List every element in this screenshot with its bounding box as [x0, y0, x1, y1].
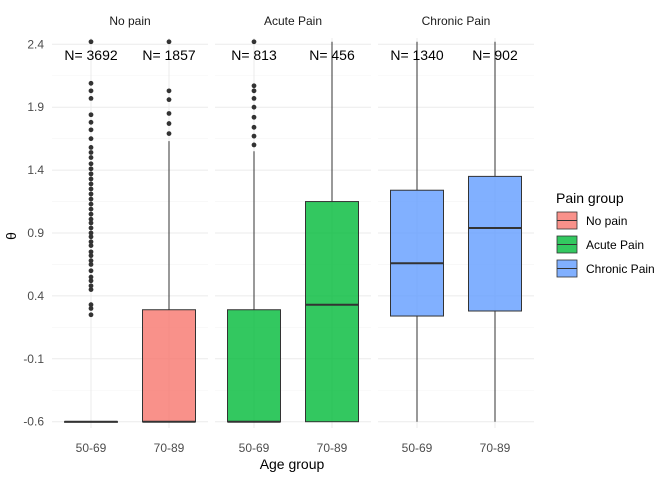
- n-count-label: N= 1857: [142, 47, 196, 63]
- legend: Pain group No pain Acute Pain Chronic Pain: [556, 190, 655, 278]
- x-axis-title: Age group: [260, 456, 325, 472]
- x-tick-label: 50-69: [402, 441, 433, 455]
- outlier-point: [88, 216, 94, 222]
- outlier-point: [88, 155, 94, 160]
- outlier-point: [166, 131, 172, 137]
- x-tick-label: 50-69: [76, 441, 107, 455]
- n-count-label: N= 902: [472, 47, 518, 63]
- legend-label: No pain: [586, 214, 627, 228]
- legend-label: Chronic Pain: [586, 262, 655, 276]
- outlier-point: [88, 95, 94, 101]
- y-tick-label: -0.6: [23, 415, 44, 429]
- outlier-point: [88, 225, 94, 231]
- x-tick-label: 70-89: [154, 441, 185, 455]
- outlier-point: [251, 142, 257, 148]
- outlier-point: [88, 211, 94, 217]
- n-count-label: N= 456: [309, 47, 355, 63]
- outlier-point: [88, 253, 94, 259]
- outlier-point: [251, 39, 257, 45]
- x-tick-label: 70-89: [480, 441, 511, 455]
- y-tick-label: -0.1: [23, 352, 44, 366]
- outlier-point: [88, 171, 94, 177]
- outlier-point: [88, 249, 94, 255]
- outlier-point: [166, 39, 172, 45]
- outlier-point: [88, 127, 94, 133]
- outlier-point: [88, 136, 94, 142]
- outlier-point: [88, 234, 94, 240]
- outlier-point: [251, 83, 257, 89]
- legend-label: Acute Pain: [586, 238, 644, 252]
- outlier-point: [251, 124, 257, 130]
- outlier-point: [88, 39, 94, 45]
- outlier-point: [88, 181, 94, 187]
- box: [468, 175, 522, 312]
- panel: No pain 50-69 70-89 N= 3692 N= 1857: [52, 14, 208, 455]
- outlier-point: [88, 196, 94, 202]
- outlier-point: [88, 88, 94, 94]
- panels-layer: -0.6 -0.1 0.4 0.9 1.4 1.9 2.4 No pain 50-69 70-89…: [23, 14, 534, 455]
- outlier-point: [88, 166, 94, 172]
- outlier-point: [88, 112, 94, 118]
- outlier-point: [88, 287, 94, 293]
- outlier-point: [88, 206, 94, 212]
- outlier-point: [88, 161, 94, 167]
- y-tick-label: 2.4: [27, 37, 44, 51]
- outlier-point: [88, 243, 94, 248]
- outlier-point: [88, 230, 94, 236]
- outlier-point: [88, 302, 94, 308]
- box: [305, 201, 359, 423]
- outlier-point: [251, 95, 257, 101]
- outlier-point: [88, 274, 94, 280]
- outlier-point: [88, 278, 94, 284]
- y-axis-title: θ: [3, 232, 19, 240]
- y-tick-label: 1.9: [27, 100, 44, 114]
- outlier-point: [166, 88, 172, 94]
- outlier-point: [88, 220, 94, 226]
- outlier-point: [166, 97, 172, 103]
- outlier-point: [88, 239, 94, 245]
- outlier-point: [88, 283, 94, 289]
- box: [227, 309, 281, 423]
- panel: Chronic Pain 50-69 70-89 N= 1340 N= 902: [378, 14, 534, 455]
- outlier-point: [251, 114, 257, 120]
- outlier-point: [88, 268, 94, 274]
- outlier-point: [88, 191, 94, 197]
- outlier-point: [88, 176, 94, 182]
- outlier-point: [88, 306, 94, 311]
- outlier-point: [166, 111, 172, 116]
- y-tick-label: 1.4: [27, 163, 44, 177]
- outlier-point: [88, 258, 94, 264]
- outlier-point: [88, 145, 94, 150]
- panel-title: Acute Pain: [264, 14, 322, 28]
- outlier-point: [251, 104, 257, 110]
- outlier-point: [251, 133, 257, 139]
- outlier-point: [88, 262, 94, 267]
- x-tick-label: 70-89: [317, 441, 348, 455]
- outlier-point: [88, 80, 94, 86]
- x-tick-label: 50-69: [239, 441, 270, 455]
- n-count-label: N= 813: [231, 47, 277, 63]
- box: [390, 189, 444, 317]
- outlier-point: [88, 312, 94, 318]
- outlier-point: [251, 88, 257, 94]
- panel: Acute Pain 50-69 70-89 N= 813 N= 456: [215, 14, 371, 455]
- y-tick-label: 0.4: [27, 289, 44, 303]
- panel-title: No pain: [109, 14, 150, 28]
- legend-title: Pain group: [556, 190, 624, 206]
- outlier-point: [88, 150, 94, 155]
- panel-title: Chronic Pain: [422, 14, 491, 28]
- outlier-point: [88, 186, 94, 192]
- outlier-point: [166, 121, 172, 126]
- outlier-point: [88, 119, 94, 125]
- n-count-label: N= 1340: [390, 47, 444, 63]
- n-count-label: N= 3692: [64, 47, 118, 63]
- outlier-point: [88, 201, 94, 207]
- y-tick-label: 0.9: [27, 226, 44, 240]
- box: [142, 309, 196, 423]
